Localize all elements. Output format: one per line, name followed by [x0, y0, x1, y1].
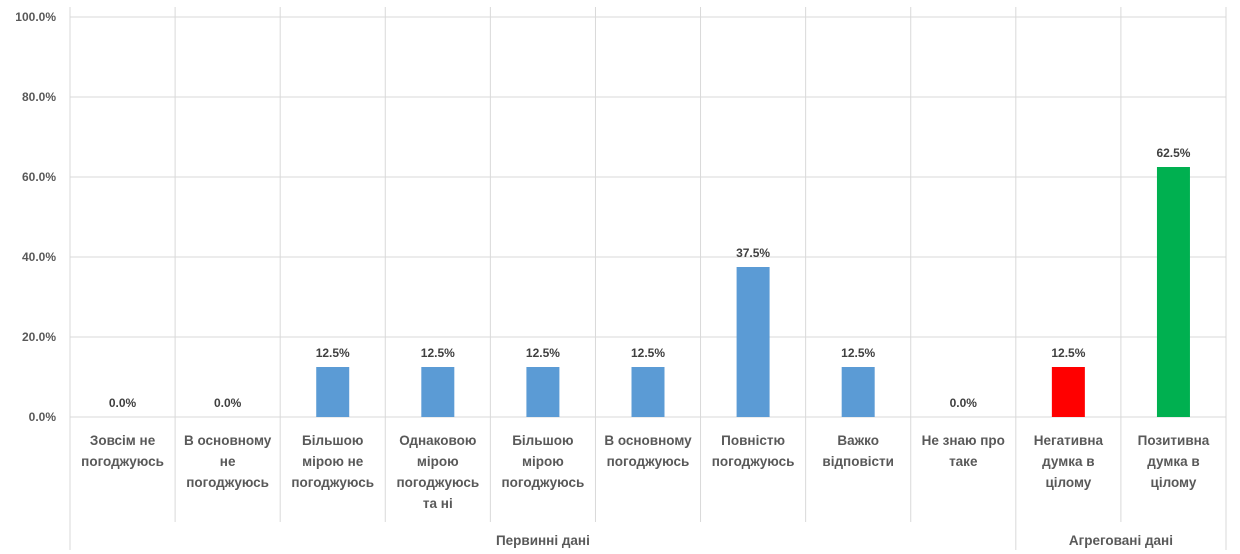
data-label: 0.0%: [214, 396, 242, 410]
category-label-line: таке: [949, 454, 978, 469]
data-label: 12.5%: [421, 346, 455, 360]
category-label-line: Позитивна: [1138, 433, 1210, 448]
data-label: 12.5%: [316, 346, 350, 360]
category-label-line: погоджуюсь: [607, 454, 690, 469]
category-label-line: мірою: [522, 454, 564, 469]
group-label: Первинні дані: [496, 533, 590, 548]
data-label: 0.0%: [950, 396, 978, 410]
data-label: 62.5%: [1156, 146, 1190, 160]
category-label: Повністю погоджуюсь: [712, 433, 795, 469]
y-tick-label: 100.0%: [15, 10, 56, 24]
category-label-line: Важко: [837, 433, 879, 448]
category-label-line: мірою не: [302, 454, 364, 469]
category-label-line: цілому: [1045, 475, 1091, 490]
y-tick-label: 40.0%: [22, 250, 56, 264]
category-label-line: думка в: [1042, 454, 1094, 469]
data-label: 12.5%: [631, 346, 665, 360]
bar: [526, 367, 560, 417]
y-tick-label: 80.0%: [22, 90, 56, 104]
category-label-line: погоджуюсь: [502, 475, 585, 490]
category-label-line: Зовсім не: [90, 433, 156, 448]
category-label-line: погоджуюсь: [712, 454, 795, 469]
category-label-line: Негативна: [1034, 433, 1104, 448]
category-label-line: відповісти: [822, 454, 894, 469]
category-label-line: Повністю: [721, 433, 785, 448]
data-label: 12.5%: [526, 346, 560, 360]
group-label: Агреговані дані: [1069, 533, 1173, 548]
data-label: 0.0%: [109, 396, 137, 410]
bar: [1051, 367, 1085, 417]
y-tick-label: 60.0%: [22, 170, 56, 184]
category-label-line: погоджуюсь: [81, 454, 164, 469]
category-label: В основному погоджуюсь: [604, 433, 692, 469]
category-label-line: В основному: [604, 433, 692, 448]
category-label-line: погоджуюсь: [291, 475, 374, 490]
category-label-line: думка в: [1147, 454, 1199, 469]
data-label: 12.5%: [841, 346, 875, 360]
category-label: Негативна думка в цілому: [1034, 433, 1104, 490]
category-label: Важко відповісти: [822, 433, 894, 469]
category-label-line: погоджуюсь: [396, 475, 479, 490]
data-label: 12.5%: [1051, 346, 1085, 360]
category-label-line: мірою: [417, 454, 459, 469]
bar: [1156, 167, 1190, 417]
category-label-line: Однаковою: [399, 433, 476, 448]
y-tick-label: 0.0%: [29, 410, 57, 424]
category-label-line: погоджуюсь: [186, 475, 269, 490]
category-label-line: цілому: [1151, 475, 1197, 490]
category-label-line: Не знаю про: [922, 433, 1005, 448]
category-label: Не знаю про таке: [922, 433, 1005, 469]
bar: [631, 367, 665, 417]
y-tick-label: 20.0%: [22, 330, 56, 344]
bar: [841, 367, 875, 417]
category-label: Зовсім не погоджуюсь: [81, 433, 164, 469]
bar: [736, 267, 770, 417]
category-label-line: Більшою: [512, 433, 573, 448]
category-label: Більшою мірою не погоджуюсь: [291, 433, 374, 490]
data-label: 37.5%: [736, 246, 770, 260]
bar: [316, 367, 350, 417]
category-label: Більшою мірою погоджуюсь: [502, 433, 585, 490]
category-label-line: не: [220, 454, 236, 469]
category-label-line: В основному: [184, 433, 272, 448]
category-label-line: та ні: [423, 496, 453, 511]
category-label-line: Більшою: [302, 433, 363, 448]
category-label: Позитивна думка в цілому: [1138, 433, 1210, 490]
category-label: Однаковою мірою погоджуюсь та ні: [396, 433, 479, 511]
bar: [421, 367, 455, 417]
category-label: В основному не погоджуюсь: [184, 433, 272, 490]
